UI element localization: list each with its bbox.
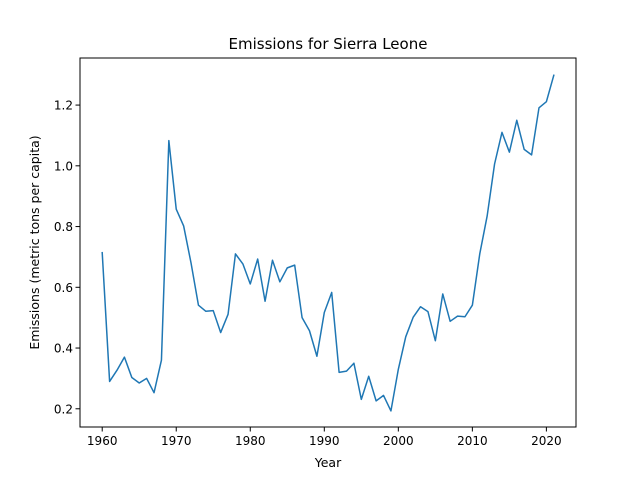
axes-frame — [79, 57, 577, 428]
y-tick-label: 0.8 — [54, 220, 73, 234]
plot-area: 1960 1970 1980 1990 2000 2010 2020 0.20.40.60.… — [54, 57, 577, 448]
series-line-0 — [101, 74, 555, 412]
y-axis: 0.2 0.4 0.6 0.8 1.0 1.2 — [54, 99, 80, 416]
y-tick-label: 0.6 — [54, 281, 73, 295]
x-tick-label: 1970 — [161, 434, 192, 448]
x-tick-label: 2000 — [383, 434, 414, 448]
series-lines — [101, 74, 555, 412]
x-axis-label: Year — [314, 455, 342, 470]
x-tick-label: 1980 — [235, 434, 266, 448]
chart-title: Emissions for Sierra Leone — [229, 35, 428, 53]
x-tick-label: 2020 — [531, 434, 562, 448]
y-tick-label: 0.4 — [54, 342, 73, 356]
y-axis-label: Emissions (metric tons per capita) — [27, 135, 42, 349]
x-tick-label: 1990 — [309, 434, 340, 448]
x-tick-label: 2010 — [457, 434, 488, 448]
y-tick-label: 0.2 — [54, 402, 73, 416]
x-axis: 1960 1970 1980 1990 2000 2010 2020 — [87, 427, 562, 448]
y-tick-label: 1.0 — [54, 159, 73, 173]
x-tick-label: 1960 — [87, 434, 118, 448]
y-tick-label: 1.2 — [54, 99, 73, 113]
